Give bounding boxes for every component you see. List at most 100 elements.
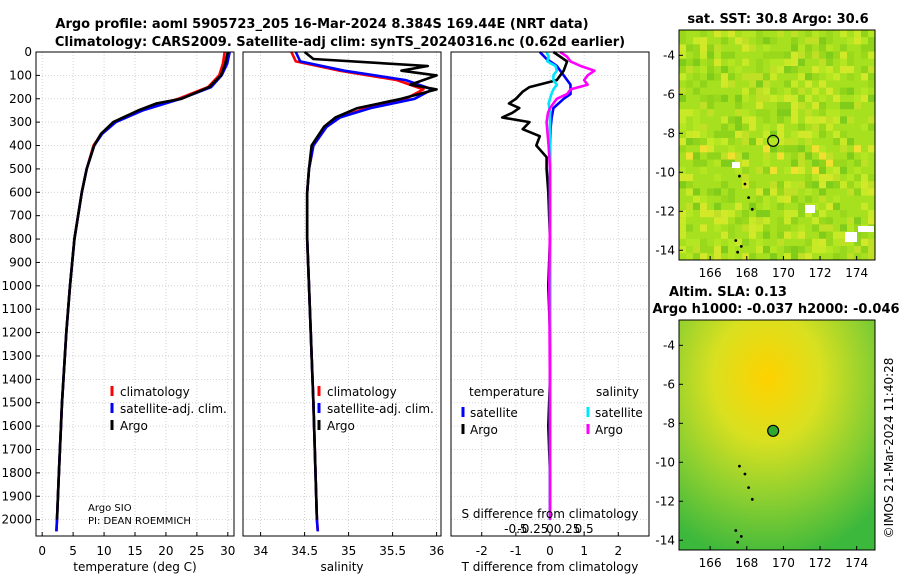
sst-cell <box>693 130 700 138</box>
sst-cell <box>861 159 868 167</box>
sst-cell <box>679 138 686 146</box>
sst-cell <box>756 58 763 66</box>
sst-cell <box>868 238 875 246</box>
sla-map-subtitle: Argo h1000: -0.037 h2000: -0.046 <box>652 302 899 317</box>
s-axis-label: S difference from climatology <box>462 507 639 521</box>
sst-cell <box>756 30 763 38</box>
sst-cell <box>763 246 770 254</box>
sst-cell <box>735 217 742 225</box>
sst-cell <box>784 94 791 102</box>
sst-cell <box>847 116 854 124</box>
sst-cell <box>728 73 735 81</box>
sst-cell <box>784 224 791 232</box>
sst-cell <box>861 73 868 81</box>
sst-cell <box>714 246 721 254</box>
sst-cell <box>861 94 868 102</box>
sst-cell <box>742 224 749 232</box>
sst-cell <box>812 217 819 225</box>
sst-cell <box>819 116 826 124</box>
sst-cell <box>777 231 784 239</box>
sst-cell <box>707 51 714 59</box>
map-y-tick-label: -4 <box>663 48 675 62</box>
sst-cell <box>763 145 770 153</box>
sst-cell <box>798 87 805 95</box>
sst-cell <box>833 174 840 182</box>
island-speck <box>747 486 751 490</box>
sst-cell <box>700 44 707 52</box>
sst-cell <box>826 202 833 210</box>
sst-cell <box>826 231 833 239</box>
sst-cell <box>784 58 791 66</box>
island-speck <box>743 472 747 476</box>
series-line-s-argo <box>545 50 596 520</box>
sst-cell <box>777 51 784 59</box>
legend-label: Argo <box>327 419 355 433</box>
sst-cell <box>763 188 770 196</box>
sst-cell <box>819 174 826 182</box>
sst-cell <box>749 30 756 38</box>
sst-cell <box>805 188 812 196</box>
sst-cell <box>791 145 798 153</box>
sst-cell <box>840 130 847 138</box>
map-y-tick-label: -6 <box>663 87 675 101</box>
sst-cell <box>798 58 805 66</box>
sst-cell <box>861 246 868 254</box>
sst-cell <box>700 195 707 203</box>
y-tick-label: 400 <box>9 139 32 153</box>
sst-cell <box>777 130 784 138</box>
sst-cell <box>868 73 875 81</box>
sst-cell <box>721 231 728 239</box>
sst-cell <box>791 130 798 138</box>
sst-cell <box>770 130 777 138</box>
y-tick-label: 1300 <box>1 349 32 363</box>
sst-cell <box>840 238 847 246</box>
sst-cell <box>847 253 854 261</box>
sst-cell <box>868 66 875 74</box>
sst-cell <box>693 73 700 81</box>
sst-cell <box>861 188 868 196</box>
sst-cell <box>833 195 840 203</box>
sst-cell <box>840 231 847 239</box>
sst-cell <box>819 51 826 59</box>
sst-cell <box>798 102 805 110</box>
sst-cell <box>777 116 784 124</box>
sst-cell <box>784 246 791 254</box>
island-speck <box>738 174 741 178</box>
sst-cell <box>784 87 791 95</box>
sst-cell <box>756 66 763 74</box>
sst-cell <box>833 166 840 174</box>
sst-cell <box>700 210 707 218</box>
sst-cell <box>735 94 742 102</box>
sst-cell <box>805 30 812 38</box>
sst-cell <box>707 109 714 117</box>
s-tick-label: 0 <box>546 522 554 536</box>
legend-label: Argo <box>120 419 148 433</box>
sst-cell <box>686 224 693 232</box>
sst-cell <box>721 73 728 81</box>
sst-cell <box>742 44 749 52</box>
sst-cell <box>763 73 770 81</box>
annotation-line: PI: DEAN ROEMMICH <box>88 516 191 527</box>
sst-cell <box>707 138 714 146</box>
sst-cell <box>756 138 763 146</box>
sst-cell <box>812 145 819 153</box>
y-tick-label: 2000 <box>1 513 32 527</box>
y-tick-label: 1500 <box>1 396 32 410</box>
y-tick-label: 800 <box>9 232 32 246</box>
sst-cell <box>854 30 861 38</box>
y-tick-label: 200 <box>9 92 32 106</box>
sst-cell <box>826 58 833 66</box>
sst-cell <box>707 94 714 102</box>
sst-cell <box>868 253 875 261</box>
map-x-tick-label: 172 <box>809 556 832 570</box>
sst-cell <box>840 224 847 232</box>
sst-cell <box>693 253 700 261</box>
sst-cell <box>784 217 791 225</box>
sst-cell <box>826 87 833 95</box>
sst-cell <box>763 202 770 210</box>
sst-cell <box>854 159 861 167</box>
sst-cell <box>777 217 784 225</box>
sst-cell <box>728 159 735 167</box>
imos-credit: ©IMOS 21-Mar-2024 11:40:28 <box>882 358 896 539</box>
sst-cell <box>833 130 840 138</box>
